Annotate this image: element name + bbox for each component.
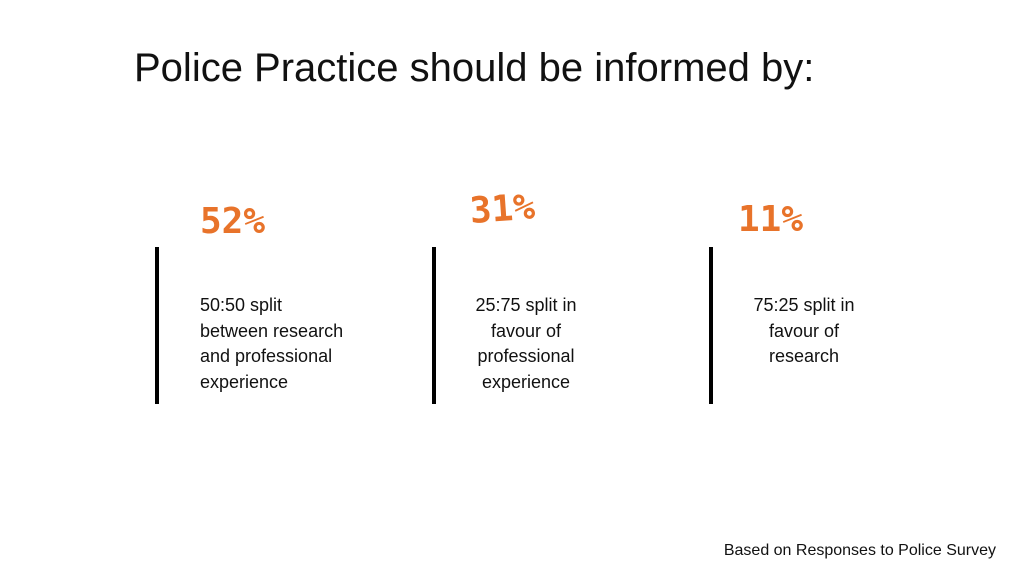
description-line: 25:75 split in bbox=[475, 295, 577, 315]
stat-description: 75:25 split in favour of research bbox=[734, 293, 874, 370]
description-line: research bbox=[768, 346, 840, 366]
divider-bar bbox=[155, 247, 159, 404]
stat-description: 25:75 split in favour of professional ex… bbox=[456, 293, 596, 395]
description-line: experience bbox=[481, 371, 571, 392]
source-footnote: Based on Responses to Police Survey bbox=[723, 542, 996, 559]
stat-description: 50:50 split between research and profess… bbox=[200, 293, 343, 395]
stat-percent-research: 11% bbox=[738, 199, 804, 240]
description-line: 50:50 split bbox=[200, 295, 283, 315]
description-line: favour of bbox=[490, 320, 562, 341]
description-line: 75:25 split in bbox=[753, 295, 855, 315]
description-line: favour of bbox=[768, 320, 840, 341]
description-line: experience bbox=[200, 371, 289, 392]
description-line: and professional bbox=[200, 346, 333, 366]
stat-percent-research-professional: 52% bbox=[200, 201, 266, 242]
stat-percent-professional: 31% bbox=[468, 186, 537, 232]
slide-title: Police Practice should be informed by: bbox=[134, 46, 815, 90]
description-line: between research bbox=[200, 320, 344, 341]
description-line: professional bbox=[477, 346, 575, 366]
divider-bar bbox=[709, 247, 713, 404]
divider-bar bbox=[432, 247, 436, 404]
